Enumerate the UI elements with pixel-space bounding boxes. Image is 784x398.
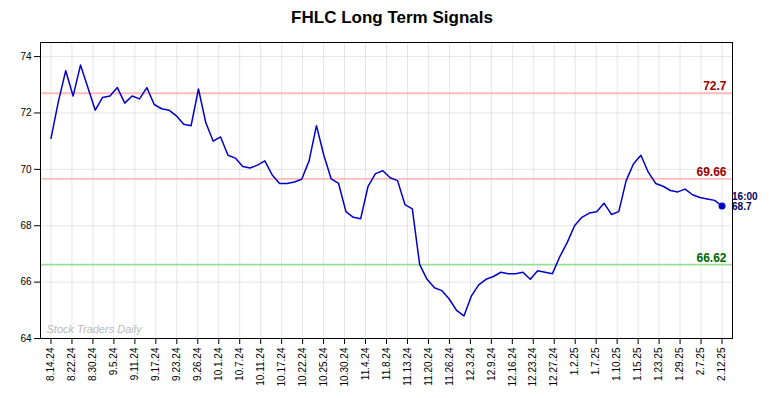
svg-text:16:0068.7: 16:0068.7 [732,191,758,212]
svg-text:1.2.25: 1.2.25 [569,347,580,375]
svg-text:12.23.24: 12.23.24 [527,347,538,386]
svg-text:1.15.25: 1.15.25 [632,347,643,381]
svg-text:8.22.24: 8.22.24 [66,347,77,381]
svg-text:11.13.24: 11.13.24 [402,347,413,386]
svg-text:11.20.24: 11.20.24 [423,347,434,386]
svg-text:72: 72 [20,107,32,118]
svg-text:Stock Traders Daily: Stock Traders Daily [47,323,144,335]
svg-text:70: 70 [20,164,32,175]
svg-text:9.17.24: 9.17.24 [150,347,161,381]
svg-text:8.30.24: 8.30.24 [87,347,98,381]
svg-text:10.30.24: 10.30.24 [339,347,350,386]
svg-text:10.17.24: 10.17.24 [276,347,287,386]
svg-text:8.14.24: 8.14.24 [45,347,56,381]
svg-text:10.25.24: 10.25.24 [318,347,329,386]
svg-text:1.10.25: 1.10.25 [611,347,622,381]
svg-text:1.29.25: 1.29.25 [674,347,685,381]
svg-text:1.7.25: 1.7.25 [590,347,601,375]
svg-text:66.62: 66.62 [696,251,726,265]
svg-text:12.9.24: 12.9.24 [486,347,497,381]
svg-text:10.1.24: 10.1.24 [213,347,224,381]
svg-text:12.27.24: 12.27.24 [548,347,559,386]
svg-text:10.22.24: 10.22.24 [297,347,308,386]
svg-text:9.26.24: 9.26.24 [192,347,203,381]
svg-text:72.7: 72.7 [703,79,727,93]
svg-text:9.23.24: 9.23.24 [171,347,182,381]
svg-text:68: 68 [20,220,32,231]
svg-text:2.12.25: 2.12.25 [716,347,727,381]
svg-text:74: 74 [20,51,32,62]
svg-text:11.26.24: 11.26.24 [444,347,455,386]
svg-text:1.23.25: 1.23.25 [653,347,664,381]
svg-text:10.11.24: 10.11.24 [255,347,266,386]
svg-text:64: 64 [20,333,32,344]
svg-text:69.66: 69.66 [696,165,726,179]
svg-text:9.5.24: 9.5.24 [108,347,119,375]
html-text:FHLC Long Term Signals: FHLC Long Term Signals [291,8,493,27]
svg-text:66: 66 [20,276,32,287]
svg-text:9.11.24: 9.11.24 [129,347,140,380]
svg-text:10.7.24: 10.7.24 [234,347,245,381]
svg-text:11.4.24: 11.4.24 [360,347,371,380]
svg-text:12.3.24: 12.3.24 [465,347,476,381]
svg-text:12.16.24: 12.16.24 [507,347,518,386]
svg-text:2.7.25: 2.7.25 [695,347,706,375]
svg-text:11.8.24: 11.8.24 [381,347,392,380]
